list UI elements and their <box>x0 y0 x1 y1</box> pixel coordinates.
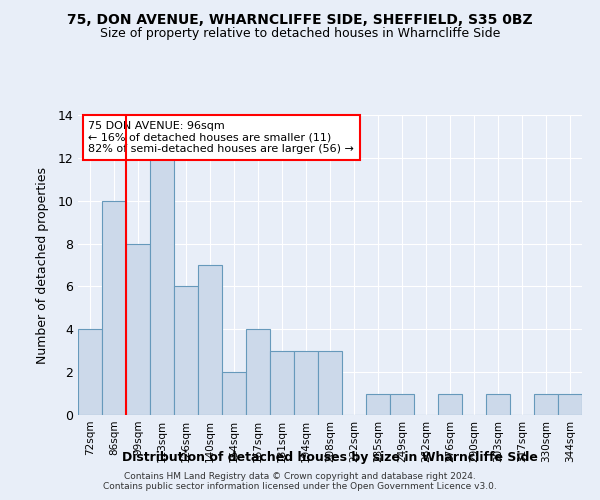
Bar <box>390 394 414 415</box>
Text: 75, DON AVENUE, WHARNCLIFFE SIDE, SHEFFIELD, S35 0BZ: 75, DON AVENUE, WHARNCLIFFE SIDE, SHEFFI… <box>67 12 533 26</box>
Text: 75 DON AVENUE: 96sqm
← 16% of detached houses are smaller (11)
82% of semi-detac: 75 DON AVENUE: 96sqm ← 16% of detached h… <box>88 121 354 154</box>
Text: Size of property relative to detached houses in Wharncliffe Side: Size of property relative to detached ho… <box>100 28 500 40</box>
Bar <box>246 330 270 415</box>
Bar <box>78 330 102 415</box>
Bar <box>366 394 390 415</box>
Bar <box>222 372 246 415</box>
Bar <box>438 394 462 415</box>
Text: Contains public sector information licensed under the Open Government Licence v3: Contains public sector information licen… <box>103 482 497 491</box>
Text: Contains HM Land Registry data © Crown copyright and database right 2024.: Contains HM Land Registry data © Crown c… <box>124 472 476 481</box>
Bar <box>126 244 150 415</box>
Bar <box>198 265 222 415</box>
Bar <box>486 394 510 415</box>
Y-axis label: Number of detached properties: Number of detached properties <box>36 166 49 364</box>
Bar <box>318 350 342 415</box>
Bar <box>294 350 318 415</box>
Bar <box>558 394 582 415</box>
Bar <box>150 158 174 415</box>
Bar <box>174 286 198 415</box>
Text: Distribution of detached houses by size in Wharncliffe Side: Distribution of detached houses by size … <box>122 451 538 464</box>
Bar <box>270 350 294 415</box>
Bar <box>102 200 126 415</box>
Bar <box>534 394 558 415</box>
